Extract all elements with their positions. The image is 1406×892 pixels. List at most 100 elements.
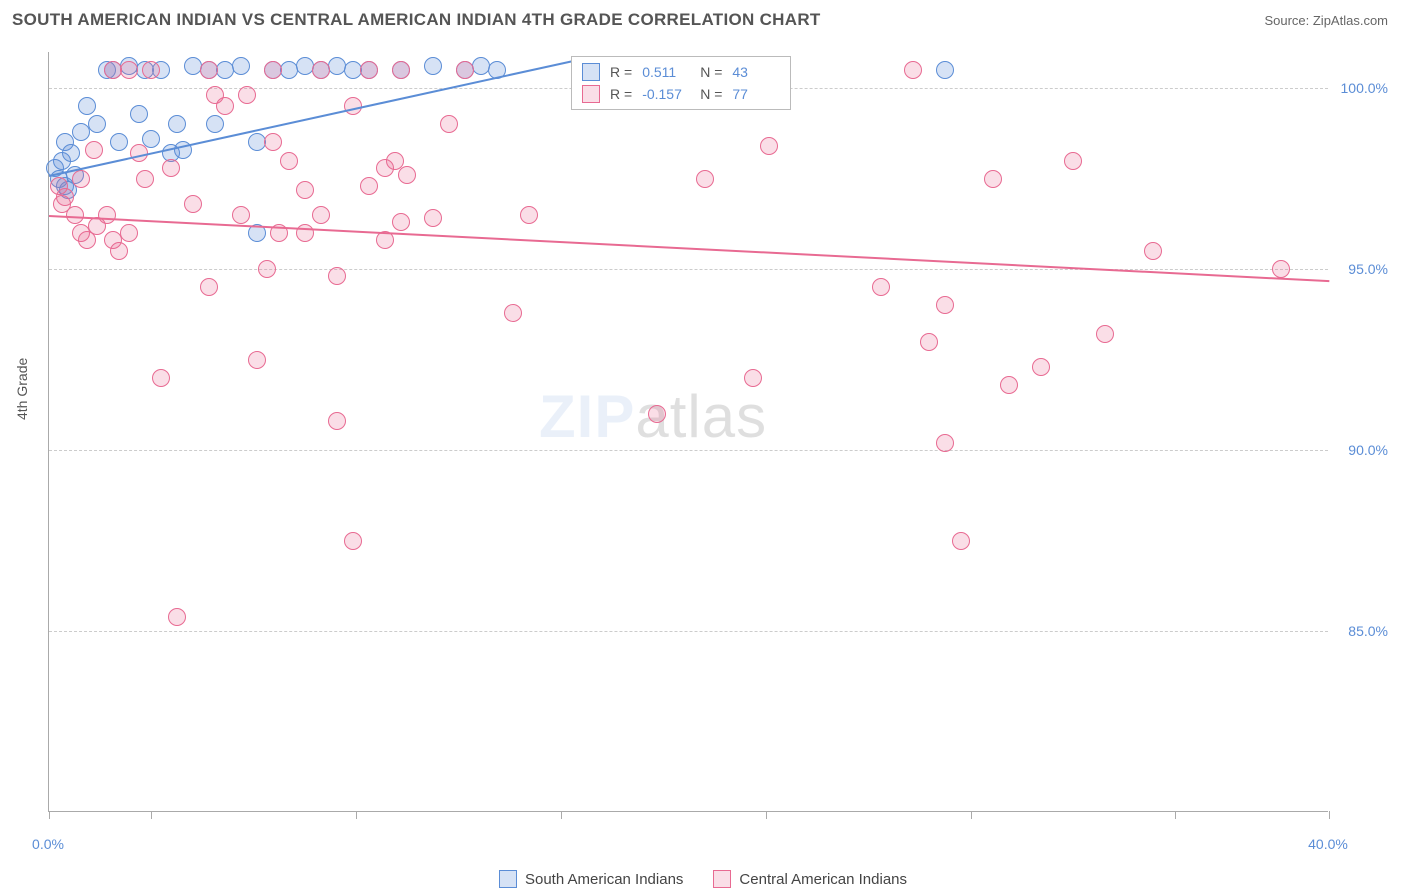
data-point	[398, 166, 416, 184]
data-point	[62, 144, 80, 162]
x-tick	[561, 811, 562, 819]
stats-row: R = 0.511 N = 43	[572, 61, 790, 83]
data-point	[142, 130, 160, 148]
x-tick	[151, 811, 152, 819]
source-attribution: Source: ZipAtlas.com	[1264, 13, 1388, 28]
data-point	[280, 152, 298, 170]
watermark-zip: ZIP	[539, 383, 635, 450]
legend-swatch	[713, 870, 731, 888]
data-point	[696, 170, 714, 188]
x-tick	[971, 811, 972, 819]
data-point	[238, 86, 256, 104]
data-point	[312, 61, 330, 79]
data-point	[1144, 242, 1162, 260]
data-point	[120, 61, 138, 79]
gridline	[49, 631, 1328, 632]
data-point	[360, 177, 378, 195]
data-point	[85, 141, 103, 159]
chart-header: SOUTH AMERICAN INDIAN VS CENTRAL AMERICA…	[0, 0, 1406, 36]
n-value: 77	[732, 86, 780, 102]
trend-line	[49, 215, 1329, 282]
data-point	[168, 608, 186, 626]
data-point	[1272, 260, 1290, 278]
data-point	[328, 412, 346, 430]
data-point	[130, 105, 148, 123]
n-label: N =	[700, 64, 722, 80]
scatter-chart: ZIPatlas 85.0%90.0%95.0%100.0%R =0.511N …	[48, 52, 1328, 812]
chart-legend: South American Indians Central American I…	[0, 870, 1406, 888]
data-point	[152, 369, 170, 387]
legend-item: South American Indians	[499, 870, 683, 888]
r-value: -0.157	[642, 86, 690, 102]
data-point	[328, 267, 346, 285]
x-tick	[1175, 811, 1176, 819]
series-swatch	[582, 85, 600, 103]
data-point	[386, 152, 404, 170]
data-point	[264, 133, 282, 151]
data-point	[952, 532, 970, 550]
data-point	[296, 181, 314, 199]
data-point	[392, 213, 410, 231]
r-label: R =	[610, 64, 632, 80]
data-point	[1032, 358, 1050, 376]
data-point	[472, 57, 490, 75]
n-value: 43	[732, 64, 780, 80]
correlation-stats-box: R =0.511N =43R =-0.157N =77	[571, 56, 791, 110]
x-tick	[1329, 811, 1330, 819]
data-point	[136, 170, 154, 188]
data-point	[248, 351, 266, 369]
data-point	[216, 97, 234, 115]
data-point	[456, 61, 474, 79]
data-point	[648, 405, 666, 423]
y-tick-label: 90.0%	[1348, 442, 1388, 458]
data-point	[258, 260, 276, 278]
legend-item: Central American Indians	[713, 870, 907, 888]
data-point	[200, 278, 218, 296]
chart-title: SOUTH AMERICAN INDIAN VS CENTRAL AMERICA…	[12, 10, 821, 30]
data-point	[232, 57, 250, 75]
data-point	[360, 61, 378, 79]
data-point	[936, 61, 954, 79]
data-point	[184, 57, 202, 75]
data-point	[872, 278, 890, 296]
data-point	[206, 115, 224, 133]
x-tick-label: 0.0%	[32, 836, 64, 852]
r-value: 0.511	[642, 64, 690, 80]
data-point	[53, 195, 71, 213]
data-point	[168, 115, 186, 133]
data-point	[440, 115, 458, 133]
data-point	[120, 224, 138, 242]
data-point	[424, 209, 442, 227]
data-point	[296, 57, 314, 75]
data-point	[162, 159, 180, 177]
x-tick	[766, 811, 767, 819]
stats-row: R =-0.157N =77	[572, 83, 790, 105]
data-point	[744, 369, 762, 387]
x-tick	[49, 811, 50, 819]
data-point	[184, 195, 202, 213]
data-point	[1096, 325, 1114, 343]
data-point	[296, 224, 314, 242]
gridline	[49, 450, 1328, 451]
data-point	[72, 170, 90, 188]
data-point	[1064, 152, 1082, 170]
data-point	[328, 57, 346, 75]
r-label: R =	[610, 86, 632, 102]
x-tick	[356, 811, 357, 819]
series-swatch	[582, 63, 600, 81]
y-tick-label: 95.0%	[1348, 261, 1388, 277]
data-point	[984, 170, 1002, 188]
data-point	[78, 97, 96, 115]
data-point	[142, 61, 160, 79]
data-point	[424, 57, 442, 75]
data-point	[392, 61, 410, 79]
data-point	[1000, 376, 1018, 394]
data-point	[200, 61, 218, 79]
legend-swatch	[499, 870, 517, 888]
data-point	[98, 206, 116, 224]
data-point	[110, 242, 128, 260]
data-point	[88, 115, 106, 133]
data-point	[520, 206, 538, 224]
data-point	[344, 532, 362, 550]
data-point	[110, 133, 128, 151]
